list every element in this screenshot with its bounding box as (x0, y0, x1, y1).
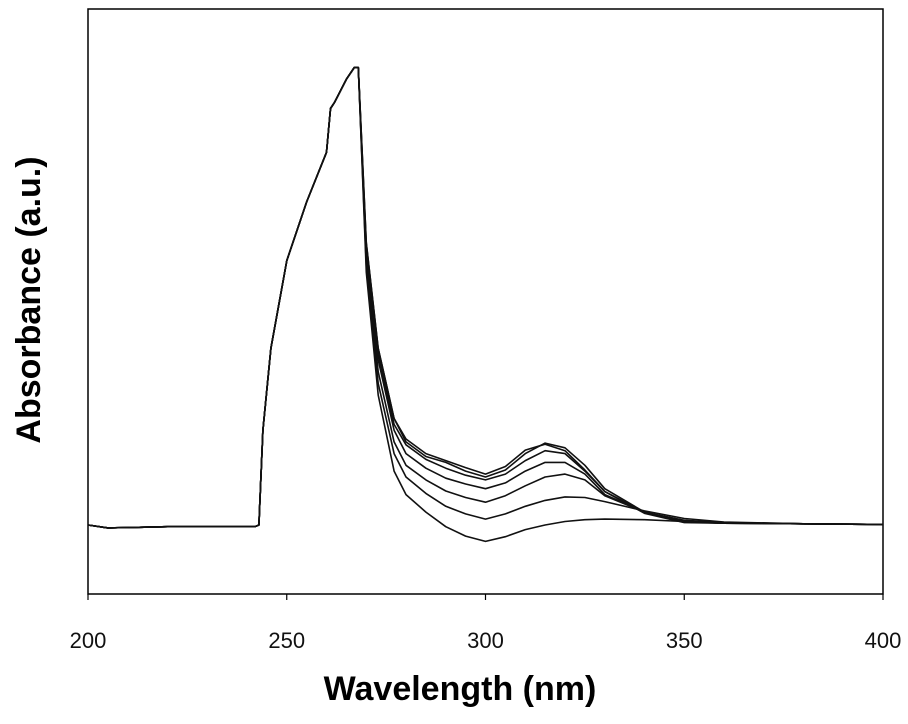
y-axis-title: Absorbance (a.u.) (10, 156, 48, 443)
x-tick-label-250: 250 (268, 628, 305, 653)
x-tick-label-300: 300 (467, 628, 504, 653)
plot-area-frame (87, 8, 884, 595)
x-tick-label-200: 200 (70, 628, 107, 653)
x-tick-label-400: 400 (865, 628, 902, 653)
x-axis-ticks: 200 250 300 350 400 (70, 594, 902, 653)
x-tick-label-350: 350 (666, 628, 703, 653)
series-layer (87, 66, 884, 543)
x-axis-title: Wavelength (nm) (324, 670, 597, 708)
series-line-7 (87, 66, 884, 543)
